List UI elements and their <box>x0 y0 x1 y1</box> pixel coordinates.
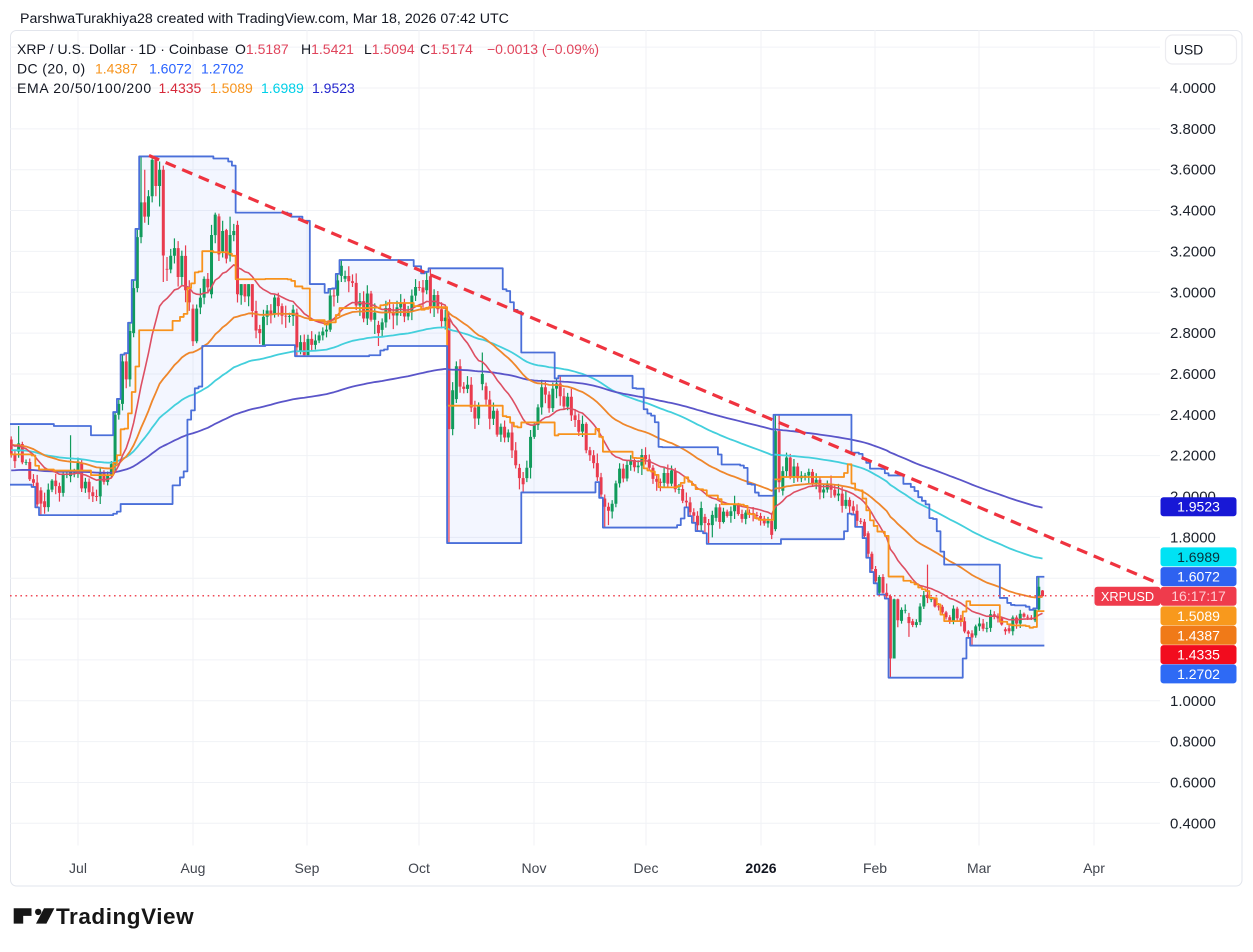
svg-text:Mar: Mar <box>967 860 991 876</box>
svg-text:2026: 2026 <box>745 860 776 876</box>
svg-text:3.4000: 3.4000 <box>1170 203 1216 220</box>
svg-text:Jul: Jul <box>69 860 87 876</box>
svg-text:1.9523: 1.9523 <box>1177 499 1220 515</box>
svg-text:XRPUSD: XRPUSD <box>1101 589 1154 604</box>
svg-text:2.2000: 2.2000 <box>1170 448 1216 465</box>
svg-text:Dec: Dec <box>634 860 659 876</box>
svg-text:H1.5421: H1.5421 <box>301 41 354 57</box>
svg-text:1.5089: 1.5089 <box>210 80 253 96</box>
svg-text:3.0000: 3.0000 <box>1170 284 1216 301</box>
svg-text:1.4335: 1.4335 <box>159 80 202 96</box>
svg-text:DC (20, 0): DC (20, 0) <box>17 61 86 77</box>
svg-text:Feb: Feb <box>863 860 887 876</box>
svg-text:0.4000: 0.4000 <box>1170 815 1216 832</box>
svg-text:ParshwaTurakhiya28 created wit: ParshwaTurakhiya28 created with TradingV… <box>20 11 509 27</box>
svg-text:XRP / U.S. Dollar · 1D · Coinb: XRP / U.S. Dollar · 1D · Coinbase <box>17 41 229 57</box>
svg-text:L1.5094: L1.5094 <box>364 41 415 57</box>
svg-text:1.4387: 1.4387 <box>1177 627 1220 643</box>
svg-text:Apr: Apr <box>1083 860 1105 876</box>
svg-text:1.6072: 1.6072 <box>149 61 192 77</box>
svg-text:1.2702: 1.2702 <box>1177 666 1220 682</box>
svg-text:16:17:17: 16:17:17 <box>1171 588 1226 604</box>
svg-text:1.5089: 1.5089 <box>1177 608 1220 624</box>
svg-text:2.4000: 2.4000 <box>1170 407 1216 424</box>
svg-text:0.6000: 0.6000 <box>1170 774 1216 791</box>
svg-text:O1.5187: O1.5187 <box>235 41 289 57</box>
svg-text:Oct: Oct <box>408 860 430 876</box>
svg-text:2.8000: 2.8000 <box>1170 325 1216 342</box>
svg-text:3.6000: 3.6000 <box>1170 162 1216 179</box>
svg-text:TradingView: TradingView <box>56 904 194 929</box>
svg-text:3.2000: 3.2000 <box>1170 243 1216 260</box>
svg-text:1.8000: 1.8000 <box>1170 529 1216 546</box>
svg-text:C1.5174: C1.5174 <box>420 41 473 57</box>
svg-text:1.0000: 1.0000 <box>1170 693 1216 710</box>
svg-text:1.9523: 1.9523 <box>312 80 355 96</box>
svg-text:1.4335: 1.4335 <box>1177 647 1220 663</box>
svg-text:1.2702: 1.2702 <box>201 61 244 77</box>
svg-text:2.6000: 2.6000 <box>1170 366 1216 383</box>
svg-text:1.6989: 1.6989 <box>261 80 304 96</box>
svg-text:Aug: Aug <box>181 860 206 876</box>
svg-text:0.8000: 0.8000 <box>1170 734 1216 751</box>
svg-text:Sep: Sep <box>295 860 320 876</box>
svg-text:4.0000: 4.0000 <box>1170 80 1216 97</box>
svg-text:USD: USD <box>1174 42 1204 58</box>
svg-text:EMA 20/50/100/200: EMA 20/50/100/200 <box>17 80 152 96</box>
svg-text:1.4387: 1.4387 <box>95 61 138 77</box>
svg-text:Nov: Nov <box>522 860 547 876</box>
svg-text:3.8000: 3.8000 <box>1170 121 1216 138</box>
svg-text:1.6072: 1.6072 <box>1177 569 1220 585</box>
svg-text:1.6989: 1.6989 <box>1177 549 1220 565</box>
svg-text:−0.0013 (−0.09%): −0.0013 (−0.09%) <box>487 41 599 57</box>
